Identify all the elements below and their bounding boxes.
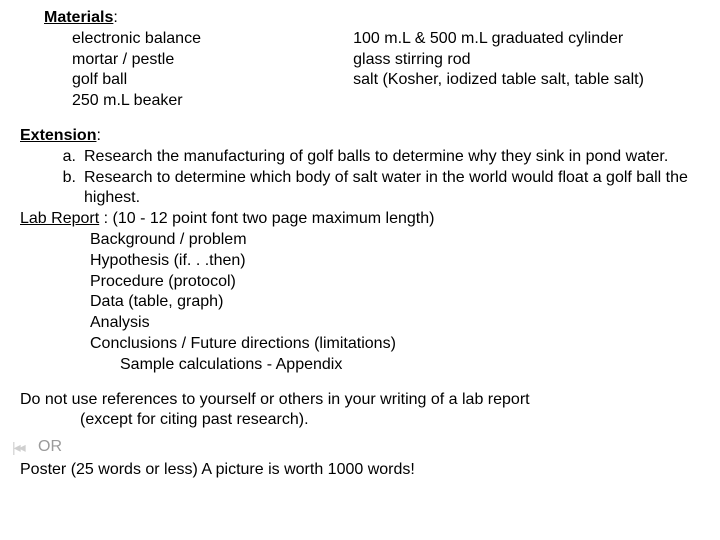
labreport-line: Analysis: [90, 313, 700, 334]
labreport-line: Background / problem: [90, 230, 700, 251]
labreport-line: Conclusions / Future directions (limitat…: [90, 334, 700, 355]
nav-arrows-icon: |◂◂: [12, 438, 24, 456]
labreport-lines: Background / problem Hypothesis (if. . .…: [90, 230, 700, 355]
materials-item: 100 m.L & 500 m.L graduated cylinder: [353, 29, 700, 50]
final-line1: Do not use references to yourself or oth…: [20, 390, 700, 411]
materials-item: salt (Kosher, iodized table salt, table …: [353, 70, 700, 91]
labreport-line: Data (table, graph): [90, 292, 700, 313]
list-text: Research the manufacturing of golf balls…: [84, 147, 700, 168]
final-line1b: (except for citing past research).: [80, 410, 700, 431]
extension-item: b. Research to determine which body of s…: [48, 168, 700, 210]
list-marker: a.: [48, 147, 84, 168]
list-marker: b.: [48, 168, 84, 210]
materials-heading: Materials: [44, 9, 113, 26]
materials-item: electronic balance: [72, 29, 325, 50]
materials-right-column: 100 m.L & 500 m.L graduated cylinder gla…: [353, 29, 700, 112]
labreport-heading: Lab Report: [20, 210, 99, 227]
extension-item: a. Research the manufacturing of golf ba…: [48, 147, 700, 168]
materials-item: 250 m.L beaker: [72, 91, 325, 112]
labreport-line: Hypothesis (if. . .then): [90, 251, 700, 272]
extension-heading: Extension: [20, 127, 96, 144]
extension-section: Extension: a. Research the manufacturing…: [20, 126, 700, 376]
materials-section: Materials: electronic balance mortar / p…: [44, 8, 700, 112]
final-section: Do not use references to yourself or oth…: [20, 390, 700, 481]
or-row: |◂◂ OR: [20, 437, 700, 458]
materials-item: golf ball: [72, 70, 325, 91]
list-text: Research to determine which body of salt…: [84, 168, 700, 210]
materials-item: mortar / pestle: [72, 50, 325, 71]
materials-left-column: electronic balance mortar / pestle golf …: [72, 29, 325, 112]
poster-line: Poster (25 words or less) A picture is w…: [20, 460, 700, 481]
labreport-line: Procedure (protocol): [90, 272, 700, 293]
or-text: OR: [38, 438, 62, 455]
materials-item: glass stirring rod: [353, 50, 700, 71]
labreport-after: : (10 - 12 point font two page maximum l…: [99, 210, 434, 227]
labreport-appendix: Sample calculations - Appendix: [120, 355, 700, 376]
